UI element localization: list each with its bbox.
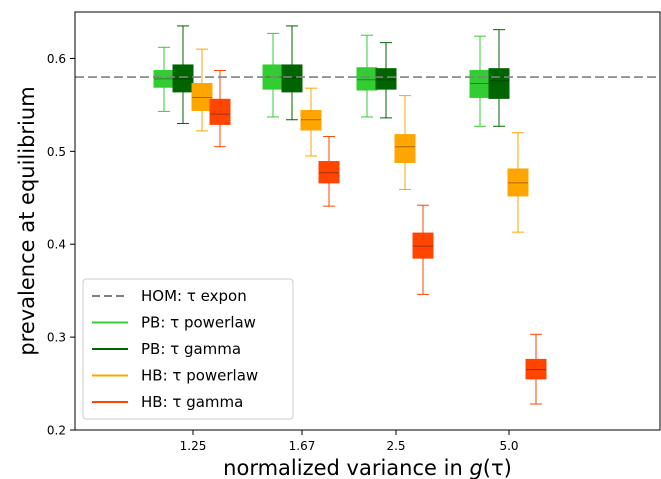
legend-label: HB: τ gamma xyxy=(141,393,243,411)
box-3-4 xyxy=(507,132,529,233)
x-tick-label: 1.67 xyxy=(289,439,316,453)
y-axis-label: prevalence at equilibrium xyxy=(15,86,39,355)
legend-label: PB: τ powerlaw xyxy=(141,314,256,332)
x-tick-label: 1.25 xyxy=(180,439,207,453)
box-4-1 xyxy=(209,70,231,148)
box-body xyxy=(412,232,434,259)
y-tick-label: 0.6 xyxy=(47,52,66,66)
plot-frame xyxy=(74,11,661,431)
box-body xyxy=(488,68,510,99)
box-3-2 xyxy=(300,87,322,157)
box-4-2 xyxy=(318,135,340,207)
box-body xyxy=(356,67,378,91)
box-body xyxy=(507,168,529,197)
box-1-4 xyxy=(469,35,491,127)
legend-label: HOM: τ expon xyxy=(141,287,247,305)
box-4-3 xyxy=(412,204,434,295)
x-tick-label: 2.5 xyxy=(386,439,405,453)
box-body xyxy=(209,98,231,125)
x-axis-label-arg: (τ) xyxy=(483,456,512,479)
x-axis-label-math: g xyxy=(469,456,482,479)
box-3-3 xyxy=(394,95,416,190)
box-body xyxy=(300,109,322,131)
y-tick-label: 0.3 xyxy=(47,331,66,345)
x-tick-label: 5.0 xyxy=(499,439,518,453)
box-body xyxy=(318,161,340,184)
x-axis-label-text: normalized variance in xyxy=(223,456,469,479)
box-2-1 xyxy=(172,25,194,124)
box-body xyxy=(191,83,213,111)
box-2-4 xyxy=(488,29,510,127)
box-body xyxy=(375,68,397,90)
box-1-2 xyxy=(262,32,284,118)
box-1-3 xyxy=(356,34,378,118)
box-1-1 xyxy=(153,46,175,112)
box-2-2 xyxy=(281,25,303,121)
box-3-1 xyxy=(191,48,213,132)
box-2-3 xyxy=(375,42,397,119)
box-body xyxy=(281,64,303,93)
y-tick-label: 0.5 xyxy=(47,145,66,159)
y-axis: 0.2 0.3 0.4 0.5 0.6 xyxy=(47,52,75,438)
legend: HOM: τ expon PB: τ powerlaw PB: τ gamma HB:… xyxy=(82,278,294,420)
box-body xyxy=(172,64,194,93)
x-axis: 1.25 1.67 2.5 5.0 xyxy=(180,430,519,453)
legend-label: HB: τ powerlaw xyxy=(141,367,258,385)
y-tick-label: 0.4 xyxy=(47,238,66,252)
box-4-4 xyxy=(525,333,547,405)
legend-frame xyxy=(82,278,294,420)
x-axis-label: normalized variance in g(τ) xyxy=(223,456,512,479)
box-body xyxy=(394,134,416,163)
box-body xyxy=(525,358,547,380)
legend-label: PB: τ gamma xyxy=(141,340,241,358)
y-tick-label: 0.2 xyxy=(47,424,66,438)
